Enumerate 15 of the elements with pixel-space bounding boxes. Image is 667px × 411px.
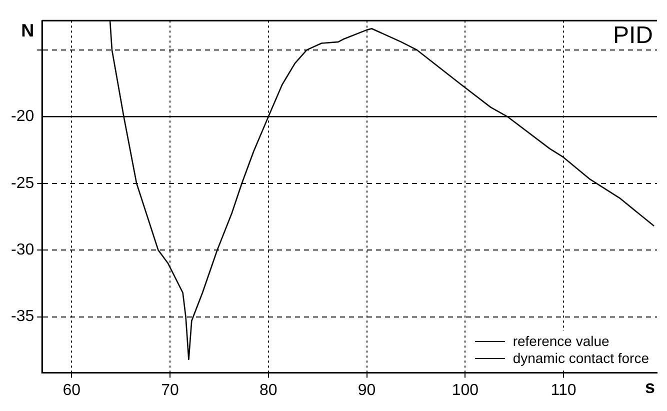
y-tick-label: -35 [11,308,34,326]
y-tick-label: -20 [11,108,34,126]
x-tick-label: 90 [358,382,376,399]
x-axis-title: s [644,376,655,397]
x-tick-label: 80 [260,382,278,399]
x-tick-label: 100 [452,382,479,399]
x-tick-label: 60 [62,382,81,399]
chart-title: PID [612,22,653,50]
x-tick-label: 110 [550,382,576,399]
y-axis-title: N [21,20,34,41]
legend-label: dynamic contact force [512,350,649,367]
legend-label: reference value [512,333,610,350]
x-tick-label: 70 [161,382,180,399]
y-tick-label: -30 [11,241,34,258]
y-tick-label: -25 [11,174,34,192]
